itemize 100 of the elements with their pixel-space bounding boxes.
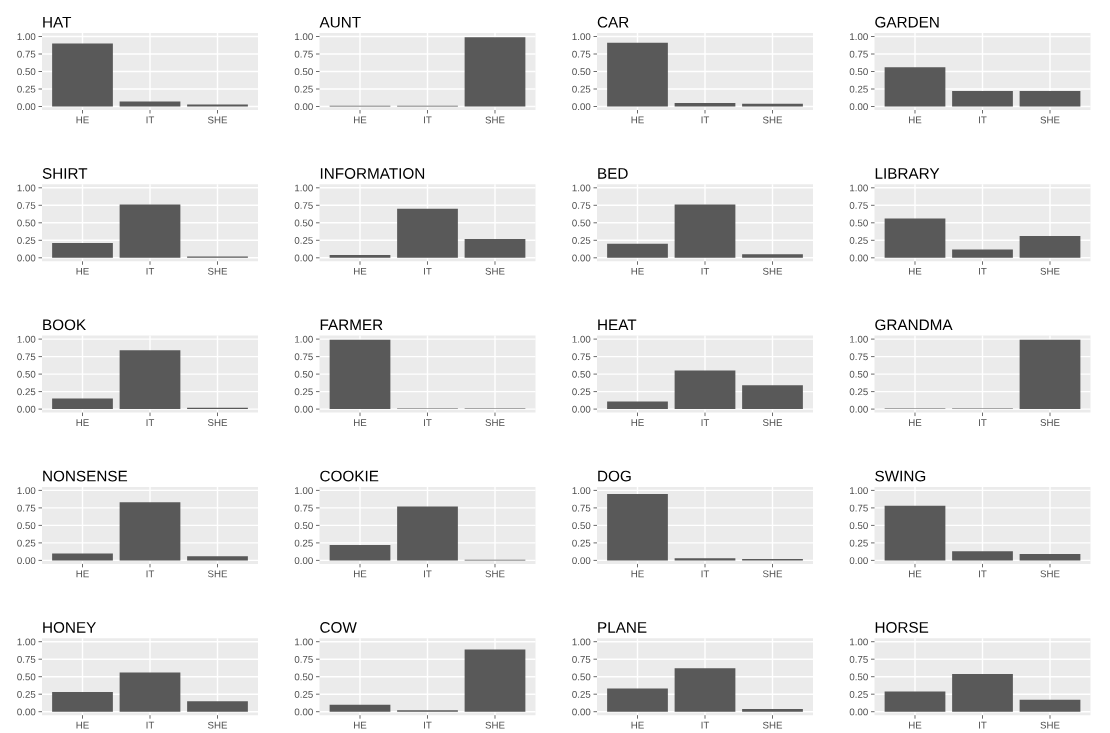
- x-tick-label: IT: [979, 721, 987, 729]
- bar: [742, 254, 803, 258]
- y-tick-label: 1.00: [17, 638, 36, 646]
- bar: [329, 545, 391, 561]
- y-tick-label: 0.50: [572, 522, 591, 530]
- x-tick-label: SHE: [762, 267, 783, 275]
- bar: [742, 385, 803, 410]
- chart-title: INFORMATION: [320, 168, 425, 179]
- y-tick-label: 0.50: [294, 673, 313, 681]
- y-tick-label: 0.00: [294, 708, 313, 716]
- chart-title: COW: [320, 621, 357, 633]
- y-tick-label: 0.25: [294, 539, 313, 547]
- chart-title: COOKIE: [320, 470, 379, 482]
- y-tick-label: 1.00: [572, 184, 591, 192]
- x-tick-label: HE: [354, 116, 367, 124]
- x-tick-label: IT: [146, 116, 155, 124]
- bar: [884, 218, 946, 258]
- x-tick-label: SHE: [762, 570, 783, 578]
- bar: [952, 673, 1013, 712]
- x-tick-label: SHE: [485, 570, 505, 578]
- y-tick-label: 1.00: [295, 487, 313, 495]
- y-tick-label: 0.75: [572, 50, 591, 58]
- chart-title: FARMER: [320, 319, 383, 331]
- y-tick-label: 0.00: [849, 254, 868, 262]
- y-tick-label: 0.25: [572, 539, 591, 547]
- chart-title: HORSE: [875, 621, 929, 633]
- x-tick-label: HE: [909, 116, 922, 124]
- y-tick-label: 0.00: [572, 254, 591, 262]
- x-tick-label: HE: [909, 267, 922, 275]
- y-tick-label: 0.50: [294, 370, 313, 378]
- y-tick-label: 0.00: [849, 405, 868, 413]
- y-tick-label: 0.25: [849, 388, 868, 396]
- bar: [607, 42, 668, 107]
- x-tick-label: SHE: [207, 570, 228, 578]
- y-tick-label: 0.00: [294, 254, 313, 262]
- y-tick-label: 0.50: [17, 219, 36, 227]
- y-tick-label: 1.00: [17, 33, 36, 41]
- y-tick-label: 0.00: [572, 708, 591, 716]
- x-tick-label: IT: [424, 721, 432, 729]
- chart-title: HEAT: [598, 319, 637, 331]
- bar: [464, 238, 526, 258]
- bar: [329, 704, 391, 712]
- y-tick-label: 0.75: [572, 202, 591, 209]
- y-tick-label: 0.25: [17, 85, 36, 93]
- y-tick-label: 1.00: [850, 335, 868, 343]
- bar: [674, 204, 736, 258]
- y-tick-label: 1.00: [295, 33, 313, 41]
- y-tick-label: 0.25: [849, 85, 868, 93]
- x-tick-label: HE: [76, 267, 89, 275]
- x-tick-label: HE: [631, 721, 644, 729]
- y-tick-label: 0.50: [572, 673, 591, 681]
- y-tick-label: 1.00: [850, 184, 868, 192]
- x-tick-label: IT: [146, 721, 155, 729]
- x-tick-label: IT: [701, 267, 710, 275]
- y-tick-label: 0.00: [572, 103, 591, 111]
- x-tick-label: SHE: [762, 419, 783, 426]
- y-tick-label: 0.25: [572, 237, 591, 244]
- y-tick-label: 0.50: [572, 370, 591, 378]
- bar: [464, 649, 526, 712]
- y-tick-label: 0.00: [572, 405, 591, 413]
- bar: [52, 692, 113, 712]
- y-tick-label: 0.25: [294, 237, 313, 244]
- y-tick-label: 0.75: [17, 353, 36, 361]
- chart-title: HAT: [43, 16, 72, 28]
- y-tick-label: 0.50: [849, 68, 868, 76]
- bar: [607, 493, 668, 561]
- chart-title: SWING: [875, 470, 926, 482]
- y-tick-label: 0.25: [572, 388, 591, 396]
- bar: [1019, 699, 1081, 712]
- bar: [119, 672, 181, 712]
- bar: [187, 556, 248, 561]
- x-tick-label: IT: [701, 419, 710, 426]
- x-tick-label: HE: [354, 419, 367, 426]
- y-tick-label: 0.25: [849, 690, 868, 698]
- x-tick-label: SHE: [207, 419, 228, 426]
- y-tick-label: 0.75: [294, 202, 313, 209]
- x-tick-label: IT: [701, 116, 710, 124]
- x-tick-label: IT: [979, 116, 987, 124]
- x-tick-label: IT: [979, 267, 987, 275]
- x-tick-label: SHE: [1040, 267, 1060, 275]
- x-tick-label: HE: [76, 570, 89, 578]
- bar: [674, 370, 736, 410]
- y-tick-label: 1.00: [17, 335, 36, 343]
- y-tick-label: 0.75: [849, 504, 868, 512]
- y-tick-label: 0.75: [572, 353, 591, 361]
- y-tick-label: 0.00: [17, 708, 36, 716]
- bar: [119, 204, 181, 258]
- x-tick-label: IT: [424, 116, 432, 124]
- bar: [187, 104, 248, 107]
- x-tick-label: SHE: [485, 116, 505, 124]
- y-tick-label: 0.00: [294, 557, 313, 565]
- x-tick-label: HE: [354, 267, 367, 275]
- y-tick-label: 0.25: [17, 690, 36, 698]
- x-tick-label: HE: [631, 267, 644, 275]
- bar: [52, 43, 113, 107]
- x-tick-label: IT: [979, 419, 987, 426]
- y-tick-label: 0.00: [17, 103, 36, 111]
- y-tick-label: 0.50: [572, 219, 591, 227]
- x-tick-label: HE: [631, 116, 644, 124]
- x-tick-label: IT: [701, 721, 710, 729]
